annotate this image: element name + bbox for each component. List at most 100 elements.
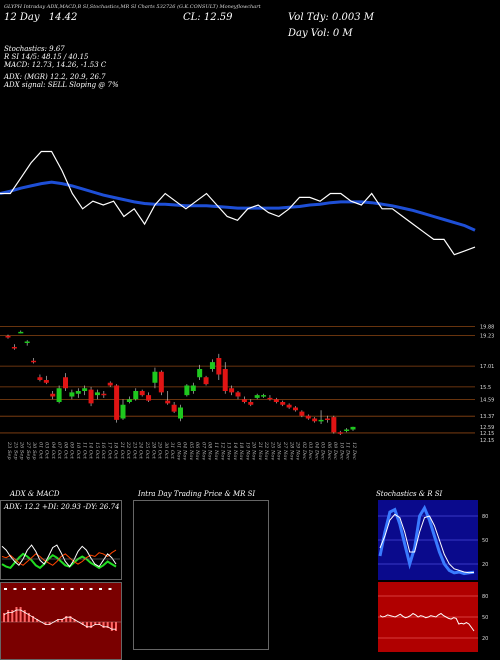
candle-body <box>209 362 215 369</box>
macd-histogram-bar <box>90 622 93 628</box>
macd-histogram-bar <box>48 622 51 625</box>
date-tick-label: 27 Sep <box>25 441 31 460</box>
adx-readout: ADX: (MGR) 12.2, 20.9, 26.7 <box>4 73 106 81</box>
macd-marker <box>4 588 7 590</box>
candlestick-chart: 19.8819.2317.0115.514.5913.3712.1512.591… <box>0 325 494 444</box>
date-tick-label: 17 Oct <box>106 442 112 460</box>
macd-histogram-bar <box>115 622 117 631</box>
candle-body <box>146 395 152 401</box>
y-tick-label: 17.01 <box>480 364 494 370</box>
y-tick-label: 12.15 <box>480 431 494 437</box>
date-tick-label: 18 Oct <box>113 442 119 460</box>
macd-histogram-bar <box>27 613 30 622</box>
date-tick-label: 26 Sep <box>19 441 25 460</box>
candle-body <box>222 369 228 391</box>
date-tick-label: 31 Oct <box>169 442 175 460</box>
candle-body <box>331 417 337 433</box>
macd-histogram-bar <box>98 622 101 625</box>
macd-histogram-bar <box>73 619 76 622</box>
macd-histogram-bar <box>110 622 113 631</box>
candle-body <box>18 331 24 334</box>
date-tick-label: 13 Nov <box>226 442 232 460</box>
rsi-readout: R SI 14/5: 48.15 / 40.15 <box>4 53 89 61</box>
y-tick-label: 14.59 <box>480 397 494 403</box>
date-tick-label: 06 Nov <box>194 442 200 460</box>
date-tick-label: 05 Dec <box>320 442 326 460</box>
candle-body <box>216 358 222 375</box>
date-tick-label: 07 Nov <box>200 442 206 460</box>
macd-marker <box>89 588 93 590</box>
date-tick-label: 29 Nov <box>295 441 301 460</box>
macd-histogram-bar <box>36 619 39 622</box>
date-axis: 23 Sep 25 Sep 26 Sep 27 Sep 30 Sep 01 Oct 03 O… <box>6 441 357 460</box>
rsi-chart: 80 50 20 <box>378 582 488 652</box>
period-value: 14.42 <box>48 12 78 23</box>
candle-body <box>165 400 171 404</box>
y-tick-label: 19.23 <box>480 334 494 340</box>
macd-background <box>1 583 121 659</box>
rsi-tick-label: 20 <box>482 636 488 642</box>
date-tick-label: 01 Nov <box>175 442 181 460</box>
candle-body <box>254 395 260 398</box>
macd-lines <box>1 583 121 659</box>
candle-body <box>56 388 62 402</box>
date-tick-label: 03 Dec <box>307 442 313 460</box>
adx-macd-panel-title: ADX & MACD <box>10 490 60 498</box>
candle-body <box>63 377 68 389</box>
date-tick-label: 20 Nov <box>251 441 257 460</box>
candle-body <box>261 395 267 397</box>
candle-body <box>197 369 203 378</box>
date-tick-label: 18 Nov <box>238 442 244 460</box>
macd-histogram-bar <box>7 610 10 622</box>
candle-body <box>171 404 177 412</box>
macd-marker <box>32 588 36 590</box>
period-label-text: 12 Day <box>4 12 40 23</box>
candle-body <box>324 418 330 420</box>
macd-marker <box>70 588 74 590</box>
close-price-label: CL: 12.59 <box>183 12 233 23</box>
candle-body <box>305 415 311 419</box>
macd-histogram-bar <box>56 619 59 622</box>
date-tick-label: 10 Oct <box>75 442 81 460</box>
rsi-line <box>379 612 475 632</box>
candle-body <box>75 391 81 394</box>
macd-histogram-bar <box>15 607 18 622</box>
macd-marker <box>61 588 64 590</box>
macd-marker <box>80 588 83 590</box>
candle-body <box>107 382 113 386</box>
intraday-panel-title: Intra Day Trading Price & MR SI <box>138 490 256 498</box>
date-tick-label: 15 Oct <box>94 442 100 460</box>
date-tick-label: 24 Oct <box>138 441 144 460</box>
candle-body <box>235 392 241 397</box>
date-tick-label: 03 Oct <box>44 442 50 460</box>
y-tick-label: 19.88 <box>480 325 494 331</box>
macd-histogram-bar <box>3 613 5 622</box>
date-tick-label: 14 Nov <box>232 442 238 460</box>
date-tick-label: 01 Oct <box>37 442 43 460</box>
y-tick-label: 13.37 <box>480 414 494 420</box>
rsi-tick-label: 50 <box>482 615 488 621</box>
candle-body <box>267 397 273 400</box>
low-price-label: 12.15 <box>480 438 494 444</box>
candle-body <box>293 407 298 411</box>
date-tick-label: 25 Sep <box>12 441 18 460</box>
candle-body <box>133 391 139 400</box>
macd-histogram-bar <box>81 622 84 625</box>
y-tick-label: 15.5 <box>480 385 491 391</box>
candle-body <box>280 402 286 405</box>
date-tick-label: 09 Oct <box>69 442 75 460</box>
date-tick-label: 28 Oct <box>150 441 156 460</box>
date-tick-label: 27 Nov <box>282 441 288 460</box>
stochastics-readout: Stochastics: 9.67 <box>4 45 65 53</box>
candle-body <box>337 432 343 434</box>
candle-body <box>273 399 279 402</box>
macd-histogram-bar <box>19 607 22 622</box>
date-tick-label: 04 Nov <box>182 442 188 460</box>
adx-lines <box>1 544 120 570</box>
stochastics-chart: 80 50 20 <box>378 500 488 580</box>
macd-marker <box>13 588 17 590</box>
date-tick-label: 23 Sep <box>6 441 12 460</box>
date-tick-label: 19 Nov <box>244 442 250 460</box>
day-volume-label: Day Vol: 0 M <box>288 28 353 39</box>
candle-body <box>229 388 235 393</box>
